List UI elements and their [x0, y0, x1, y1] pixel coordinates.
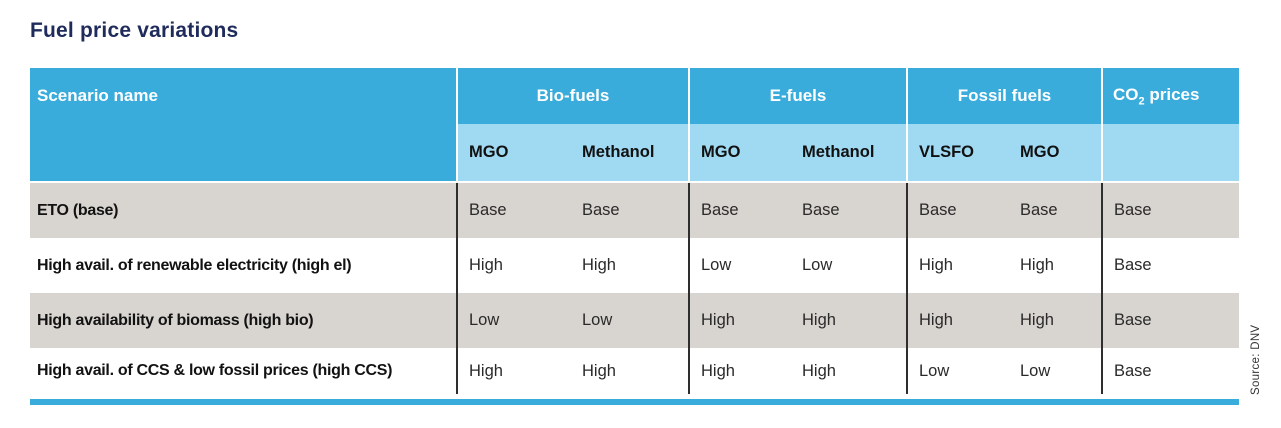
- cell-e-fuels: High High: [690, 348, 906, 394]
- cell-bio-methanol: Base: [582, 201, 620, 219]
- table-row-high-el: High avail. of renewable electricity (hi…: [30, 238, 1239, 293]
- cell-e-mgo: Low: [701, 256, 732, 274]
- cell-fossil-vlsfo: High: [919, 256, 953, 274]
- cell-fossil-fuels: High High: [908, 238, 1101, 293]
- group-header-bio-fuels: Bio-fuels: [458, 68, 688, 124]
- group-header-e-fuels: E-fuels: [690, 68, 906, 124]
- subheader-e-fuels: MGO Methanol: [690, 124, 906, 181]
- cell-fossil-vlsfo: High: [919, 311, 953, 329]
- scenario-name-header-label: Scenario name: [37, 86, 158, 105]
- table-row-eto-base: ETO (base) Base Base Base Base Base Base…: [30, 183, 1239, 238]
- subheader-bio-methanol: Methanol: [582, 143, 655, 161]
- group-header-fossil-fuels: Fossil fuels: [908, 68, 1101, 124]
- row-label: High availability of biomass (high bio): [30, 293, 456, 348]
- cell-bio-mgo: High: [469, 361, 503, 380]
- table-row-high-ccs: High avail. of CCS & low fossil prices (…: [30, 348, 1239, 394]
- cell-bio-fuels: Low Low: [458, 293, 688, 348]
- cell-co2-prices: Base: [1103, 183, 1239, 238]
- cell-e-mgo: High: [701, 361, 735, 380]
- subheader-fossil-vlsfo: VLSFO: [919, 143, 975, 161]
- cell-fossil-fuels: Base Base: [908, 183, 1101, 238]
- cell-fossil-mgo: High: [1020, 311, 1054, 329]
- cell-bio-fuels: High High: [458, 238, 688, 293]
- source-note: Source: DNV: [1250, 324, 1262, 395]
- cell-e-methanol: High: [802, 361, 836, 380]
- cell-e-mgo: Base: [701, 201, 739, 219]
- cell-fossil-fuels: Low Low: [908, 348, 1101, 394]
- cell-bio-fuels: Base Base: [458, 183, 688, 238]
- cell-fossil-mgo: Base: [1020, 201, 1058, 219]
- table-row-high-bio: High availability of biomass (high bio) …: [30, 293, 1239, 348]
- cell-e-mgo: High: [701, 311, 735, 329]
- cell-fossil-fuels: High High: [908, 293, 1101, 348]
- subheader-e-mgo: MGO: [701, 143, 741, 161]
- cell-e-fuels: High High: [690, 293, 906, 348]
- row-label: ETO (base): [30, 183, 456, 238]
- subheader-bio-mgo: MGO: [469, 143, 509, 161]
- subheader-bio-fuels: MGO Methanol: [458, 124, 688, 181]
- cell-fossil-mgo: Low: [1020, 361, 1051, 380]
- cell-co2-prices: Base: [1103, 293, 1239, 348]
- row-label: High avail. of CCS & low fossil prices (…: [30, 348, 456, 394]
- cell-e-fuels: Low Low: [690, 238, 906, 293]
- scenario-name-header: Scenario name: [30, 68, 456, 181]
- page-title: Fuel price variations: [30, 19, 239, 42]
- cell-bio-fuels: High High: [458, 348, 688, 394]
- cell-bio-methanol: High: [582, 256, 616, 274]
- subheader-fossil-mgo: MGO: [1020, 143, 1060, 161]
- cell-bio-mgo: Low: [469, 311, 500, 329]
- cell-co2-prices: Base: [1103, 348, 1239, 394]
- row-label: High avail. of renewable electricity (hi…: [30, 238, 456, 293]
- cell-fossil-vlsfo: Low: [919, 361, 950, 380]
- cell-e-methanol: High: [802, 311, 836, 329]
- group-header-co2-prices: CO2 prices: [1103, 68, 1239, 124]
- cell-co2-prices: Base: [1103, 238, 1239, 293]
- cell-bio-methanol: High: [582, 361, 616, 380]
- bottom-accent-bar: [30, 399, 1239, 405]
- co2-label: CO2 prices: [1113, 84, 1200, 108]
- cell-bio-methanol: Low: [582, 311, 613, 329]
- cell-e-methanol: Low: [802, 256, 833, 274]
- subheader-fossil-fuels: VLSFO MGO: [908, 124, 1101, 181]
- subheader-e-methanol: Methanol: [802, 143, 875, 161]
- cell-e-methanol: Base: [802, 201, 840, 219]
- cell-fossil-vlsfo: Base: [919, 201, 957, 219]
- cell-bio-mgo: High: [469, 256, 503, 274]
- table-header: Scenario name Bio-fuels E-fuels Fossil f…: [30, 68, 1239, 181]
- cell-fossil-mgo: High: [1020, 256, 1054, 274]
- fuel-price-table: Scenario name Bio-fuels E-fuels Fossil f…: [30, 68, 1239, 405]
- subheader-co2-empty: [1103, 124, 1239, 181]
- cell-bio-mgo: Base: [469, 201, 507, 219]
- cell-e-fuels: Base Base: [690, 183, 906, 238]
